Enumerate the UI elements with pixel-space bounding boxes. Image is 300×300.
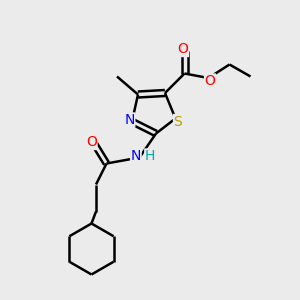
Text: H: H [145, 149, 155, 163]
Text: N: N [124, 113, 135, 127]
Text: O: O [205, 74, 215, 88]
Text: S: S [173, 115, 182, 128]
Text: N: N [131, 149, 141, 163]
Text: O: O [86, 136, 97, 149]
Text: O: O [178, 43, 188, 56]
